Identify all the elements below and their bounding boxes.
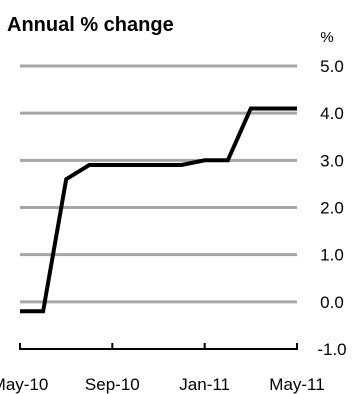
series-lines: [20, 106, 297, 314]
gridlines: [20, 64, 297, 304]
x-tick-label: Sep-10: [85, 375, 140, 394]
y-tick-label: 5.0: [320, 57, 344, 76]
y-tick-label: 3.0: [320, 151, 344, 170]
y-axis-tick-labels: 5.0 4.0 3.0 2.0 1.0 0.0 -1.0: [317, 57, 346, 359]
x-tick-label: May-11: [269, 375, 324, 394]
x-axis-tick-labels: May-10 Sep-10 Jan-11 May-11: [0, 375, 325, 394]
y-tick-label: 4.0: [320, 104, 344, 123]
y-tick-label: 1.0: [320, 246, 344, 265]
x-tick-label: Jan-11: [179, 375, 230, 394]
x-tick-label: May-10: [0, 375, 48, 394]
y-tick-label: 2.0: [320, 199, 344, 218]
y-tick-label: -1.0: [317, 340, 346, 359]
y-tick-label: 0.0: [320, 293, 344, 312]
series-line: [20, 106, 297, 314]
x-axis: [19, 343, 298, 350]
chart-title: Annual % change: [7, 14, 174, 36]
y-axis-unit-label: %: [320, 29, 333, 46]
